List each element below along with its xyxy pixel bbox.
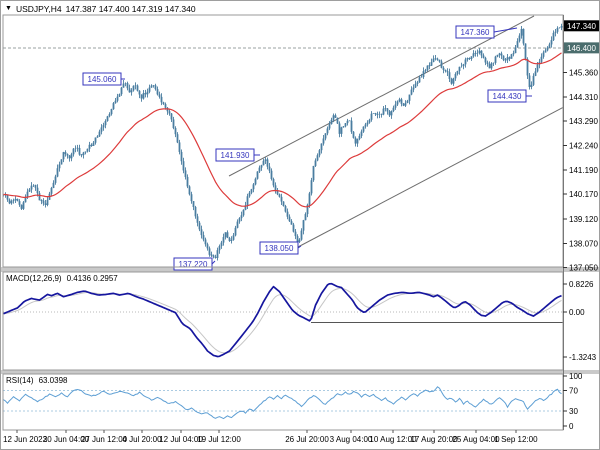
time-label: 26 Jul 20:00 <box>285 435 329 444</box>
macd-pane[interactable] <box>3 272 563 370</box>
price-tick-label: 142.240 <box>569 142 598 151</box>
rsi-name: RSI(14) <box>6 376 34 385</box>
annotation-text: 137.220 <box>179 260 208 269</box>
time-label: 4 Jul 20:00 <box>122 435 162 444</box>
time-label: 19 Jul 12:00 <box>197 435 241 444</box>
price-tick-label: 143.290 <box>569 117 598 126</box>
time-label: 12 Jun 2023 <box>3 435 48 444</box>
macd-values: 0.4136 0.2957 <box>66 274 118 283</box>
rsi-pane[interactable] <box>3 374 563 430</box>
time-label: 10 Aug 12:00 <box>369 435 417 444</box>
rsi-axis-label: 70 <box>569 386 578 395</box>
time-axis[interactable] <box>1 431 600 450</box>
time-label: 20 Jun 04:00 <box>43 435 90 444</box>
price-tick-label: 140.170 <box>569 190 598 199</box>
price-annotation[interactable]: 144.430 <box>487 89 532 103</box>
pane-divider[interactable] <box>1 370 600 374</box>
macd-axis-label: 0.00 <box>569 308 585 317</box>
price-axis[interactable] <box>563 15 600 430</box>
rsi-indicator-label: RSI(14) 63.0398 <box>6 376 67 385</box>
time-label: 3 Aug 04:00 <box>330 435 373 444</box>
price-tick-label: 145.360 <box>569 68 598 77</box>
price-tick-label: 144.310 <box>569 93 598 102</box>
annotation-text: 141.930 <box>221 151 250 160</box>
macd-indicator-label: MACD(12,26,9) 0.4136 0.2957 <box>6 274 118 283</box>
price-tick-label: 137.050 <box>569 263 598 272</box>
time-label: 17 Aug 20:00 <box>410 435 458 444</box>
chart-dropdown-icon[interactable]: ▼ <box>5 5 12 12</box>
rsi-axis-label: 0 <box>569 422 574 431</box>
price-annotation[interactable]: 137.220 <box>173 257 216 271</box>
macd-axis-label: 0.8226 <box>569 280 594 289</box>
time-label: 1 Sep 12:00 <box>494 435 538 444</box>
macd-name: MACD(12,26,9) <box>6 274 62 283</box>
price-annotation[interactable]: 145.060 <box>82 72 125 86</box>
price-tick-label: 138.070 <box>569 239 598 248</box>
rsi-value: 63.0398 <box>38 376 68 385</box>
time-label: 27 Jun 12:00 <box>81 435 128 444</box>
pane-divider[interactable] <box>1 267 600 272</box>
price-tick-label: 141.190 <box>569 166 598 175</box>
time-label: 25 Aug 04:00 <box>452 435 500 444</box>
annotation-text: 147.360 <box>461 28 490 37</box>
annotation-text: 145.060 <box>88 75 117 84</box>
annotation-text: 144.430 <box>493 92 522 101</box>
ohlc-values: 147.387 147.400 147.319 147.340 <box>65 4 196 14</box>
price-badge-text: 146.400 <box>567 44 596 53</box>
price-annotation[interactable]: 138.050 <box>259 241 302 255</box>
rsi-axis-label: 30 <box>569 407 578 416</box>
price-annotation[interactable]: 141.930 <box>215 148 260 162</box>
macd-axis-label: -1.3243 <box>569 353 597 362</box>
price-badge <box>564 20 599 32</box>
annotation-text: 138.050 <box>265 244 294 253</box>
symbol-period-label: USDJPY,H4 <box>15 4 62 14</box>
rsi-axis-label: 100 <box>569 372 583 381</box>
price-badge <box>564 42 599 54</box>
time-label: 12 Jul 04:00 <box>159 435 203 444</box>
chart-header: ▼ USDJPY,H4 147.387 147.400 147.319 147.… <box>5 4 196 14</box>
price-badge-text: 147.340 <box>567 22 596 31</box>
price-tick-label: 139.120 <box>569 215 598 224</box>
